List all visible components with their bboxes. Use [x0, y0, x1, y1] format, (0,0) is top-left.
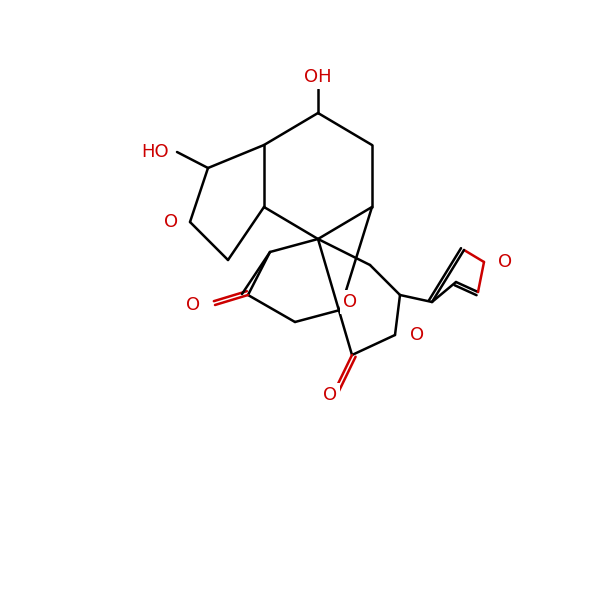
- Text: O: O: [343, 293, 357, 311]
- Text: O: O: [498, 253, 512, 271]
- Text: O: O: [186, 296, 200, 314]
- Text: O: O: [323, 386, 337, 404]
- Text: OH: OH: [304, 68, 332, 86]
- Text: O: O: [164, 213, 178, 231]
- Text: HO: HO: [141, 143, 169, 161]
- Text: O: O: [410, 326, 424, 344]
